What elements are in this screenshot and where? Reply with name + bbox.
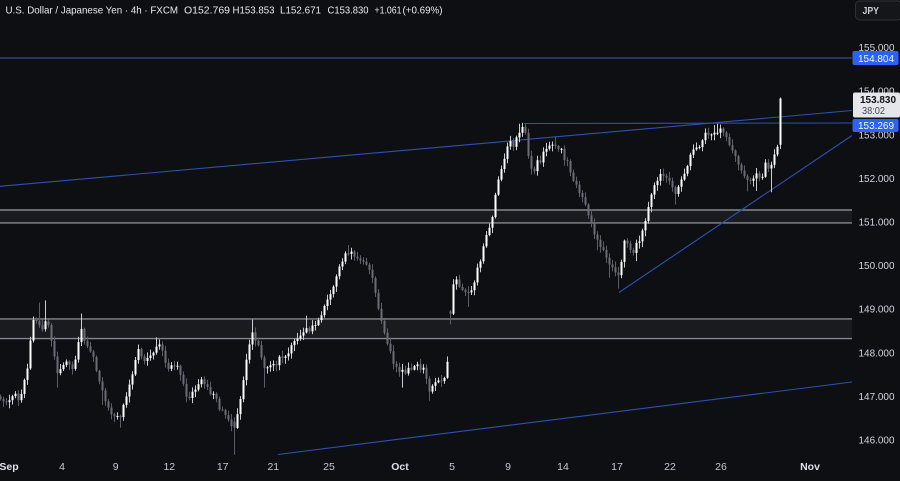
svg-text:9: 9	[113, 461, 119, 473]
svg-text:+1.061: +1.061	[375, 5, 402, 17]
svg-text:151.000: 151.000	[859, 217, 895, 229]
svg-text:JPY: JPY	[863, 5, 880, 17]
svg-text:17: 17	[217, 461, 229, 473]
svg-text:(+0.69%): (+0.69%)	[403, 5, 443, 17]
svg-text:150.000: 150.000	[859, 260, 895, 272]
svg-text:22: 22	[664, 461, 676, 473]
svg-text:Sep: Sep	[0, 461, 19, 473]
svg-text:149.000: 149.000	[859, 304, 895, 316]
svg-text:17: 17	[611, 461, 623, 473]
svg-text:Oct: Oct	[391, 461, 409, 473]
svg-text:38:02: 38:02	[862, 105, 885, 117]
svg-text:Nov: Nov	[800, 461, 820, 473]
svg-text:14: 14	[557, 461, 569, 473]
svg-text:5: 5	[449, 461, 455, 473]
svg-text:C153.830: C153.830	[328, 5, 369, 17]
svg-text:L152.671: L152.671	[280, 5, 321, 17]
svg-text:26: 26	[715, 461, 727, 473]
svg-text:21: 21	[267, 461, 279, 473]
svg-text:152.000: 152.000	[859, 173, 895, 185]
svg-text:9: 9	[505, 461, 511, 473]
svg-text:25: 25	[323, 461, 335, 473]
svg-text:U.S. Dollar / Japanese Yen · 4: U.S. Dollar / Japanese Yen · 4h · FXCM	[6, 5, 179, 17]
svg-text:146.000: 146.000	[859, 435, 895, 447]
svg-text:H153.853: H153.853	[233, 5, 275, 17]
svg-text:4: 4	[59, 461, 65, 473]
svg-text:O152.769: O152.769	[184, 5, 230, 17]
svg-text:12: 12	[163, 461, 175, 473]
svg-text:154.804: 154.804	[858, 53, 894, 65]
svg-text:147.000: 147.000	[859, 391, 895, 403]
svg-text:148.000: 148.000	[859, 347, 895, 359]
svg-text:153.269: 153.269	[858, 120, 894, 132]
